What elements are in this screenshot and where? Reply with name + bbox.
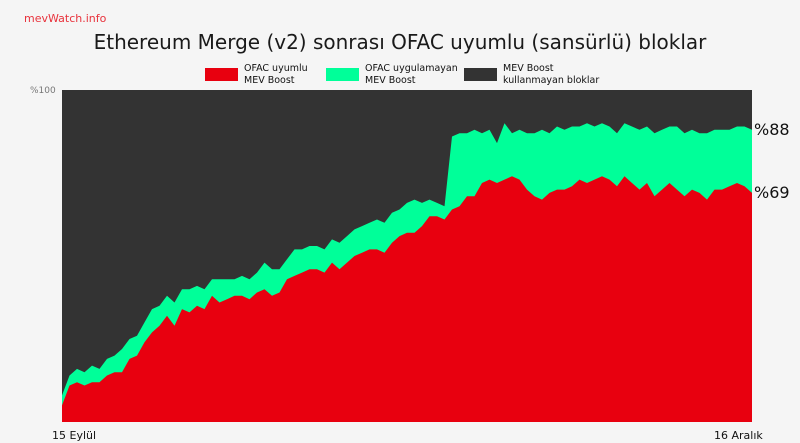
chart-title: Ethereum Merge (v2) sonrası OFAC uyumlu … xyxy=(93,30,707,54)
legend-item-non-ofac: OFAC uygulamayan MEV Boost xyxy=(326,63,458,87)
legend-swatch-dark xyxy=(464,68,497,81)
legend-swatch-red xyxy=(205,68,238,81)
legend-item-ofac-compliant: OFAC uyumlu MEV Boost xyxy=(205,63,308,87)
end-label-non-ofac: %88 xyxy=(754,119,790,139)
legend-label-non-ofac: OFAC uygulamayan MEV Boost xyxy=(365,63,458,86)
y-tick-100: %100 xyxy=(30,86,56,96)
x-tick-end: 16 Aralık xyxy=(714,429,763,442)
legend-label-no-mev: MEV Boost kullanmayan bloklar xyxy=(503,63,600,86)
x-tick-start: 15 Eylül xyxy=(52,429,97,442)
legend-swatch-green xyxy=(326,68,359,81)
legend-label-ofac-compliant: OFAC uyumlu MEV Boost xyxy=(244,63,308,86)
legend-item-no-mev: MEV Boost kullanmayan bloklar xyxy=(464,63,599,87)
end-label-ofac-compliant: %69 xyxy=(754,182,790,202)
area-ofac-compliant-mev-boost xyxy=(62,176,752,422)
source-watermark: mevWatch.info xyxy=(24,12,107,25)
